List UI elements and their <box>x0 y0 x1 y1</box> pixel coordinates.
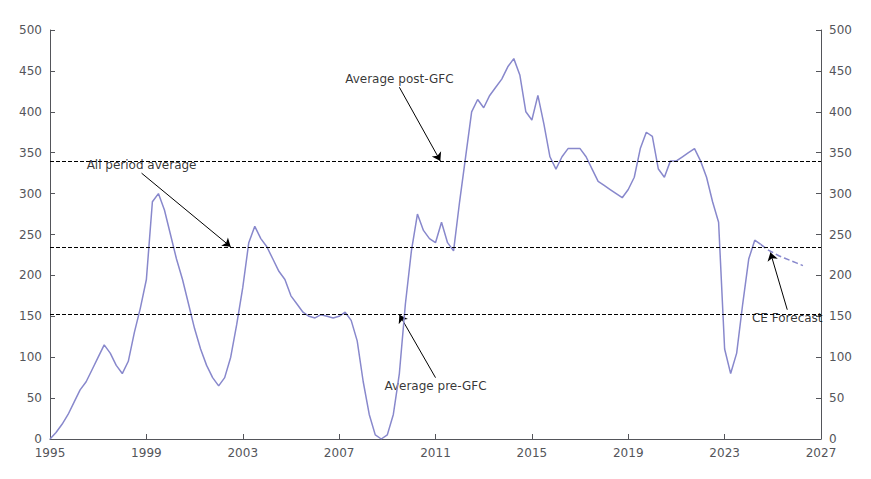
svg-text:350: 350 <box>19 146 42 160</box>
svg-text:2027: 2027 <box>806 446 837 460</box>
svg-text:1999: 1999 <box>131 446 162 460</box>
svg-text:All period average: All period average <box>87 158 197 172</box>
svg-text:200: 200 <box>19 268 42 282</box>
svg-text:2007: 2007 <box>324 446 355 460</box>
svg-text:450: 450 <box>19 64 42 78</box>
svg-text:100: 100 <box>829 350 852 364</box>
svg-text:2011: 2011 <box>420 446 451 460</box>
svg-text:150: 150 <box>829 309 852 323</box>
svg-text:50: 50 <box>27 391 42 405</box>
svg-text:150: 150 <box>19 309 42 323</box>
svg-text:400: 400 <box>829 105 852 119</box>
svg-text:450: 450 <box>829 64 852 78</box>
svg-text:0: 0 <box>829 432 837 446</box>
svg-text:1995: 1995 <box>35 446 66 460</box>
svg-text:CE Forecast: CE Forecast <box>752 311 823 325</box>
svg-text:200: 200 <box>829 268 852 282</box>
svg-text:2015: 2015 <box>517 446 548 460</box>
svg-text:2019: 2019 <box>613 446 644 460</box>
svg-text:50: 50 <box>829 391 844 405</box>
svg-text:250: 250 <box>19 228 42 242</box>
svg-text:0: 0 <box>34 432 42 446</box>
svg-text:100: 100 <box>19 350 42 364</box>
svg-text:350: 350 <box>829 146 852 160</box>
svg-text:250: 250 <box>829 228 852 242</box>
svg-text:500: 500 <box>19 23 42 37</box>
svg-text:300: 300 <box>829 187 852 201</box>
svg-text:2003: 2003 <box>227 446 258 460</box>
svg-text:Average post-GFC: Average post-GFC <box>345 72 453 86</box>
svg-text:Average pre-GFC: Average pre-GFC <box>384 379 486 393</box>
svg-text:2023: 2023 <box>709 446 740 460</box>
svg-text:400: 400 <box>19 105 42 119</box>
svg-text:500: 500 <box>829 23 852 37</box>
svg-text:300: 300 <box>19 187 42 201</box>
